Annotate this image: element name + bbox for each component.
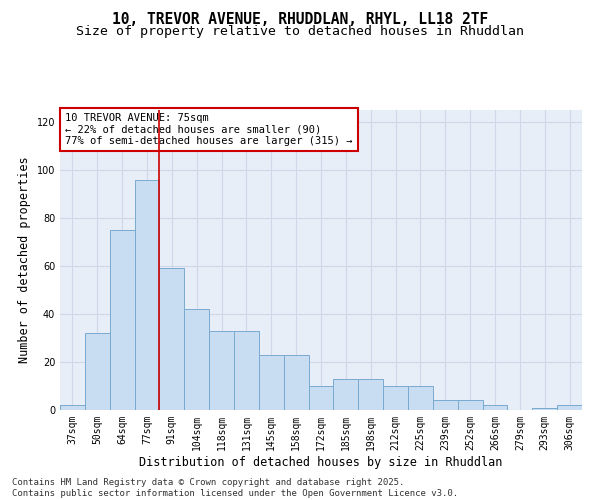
Text: Contains HM Land Registry data © Crown copyright and database right 2025.
Contai: Contains HM Land Registry data © Crown c… [12,478,458,498]
Bar [134,180,160,410]
Text: 10 TREVOR AVENUE: 75sqm
← 22% of detached houses are smaller (90)
77% of semi-de: 10 TREVOR AVENUE: 75sqm ← 22% of detache… [65,113,353,146]
Bar [458,400,482,410]
Y-axis label: Number of detached properties: Number of detached properties [18,156,31,364]
Bar [358,379,383,410]
Bar [284,355,308,410]
Bar [308,386,334,410]
Bar [532,408,557,410]
Bar [184,309,209,410]
Bar [334,379,358,410]
Bar [259,355,284,410]
Bar [60,405,85,410]
Bar [383,386,408,410]
Bar [234,331,259,410]
Bar [110,230,134,410]
Bar [209,331,234,410]
Bar [557,405,582,410]
Bar [408,386,433,410]
X-axis label: Distribution of detached houses by size in Rhuddlan: Distribution of detached houses by size … [139,456,503,468]
Bar [160,268,184,410]
Text: 10, TREVOR AVENUE, RHUDDLAN, RHYL, LL18 2TF: 10, TREVOR AVENUE, RHUDDLAN, RHYL, LL18 … [112,12,488,28]
Bar [482,405,508,410]
Bar [85,333,110,410]
Text: Size of property relative to detached houses in Rhuddlan: Size of property relative to detached ho… [76,25,524,38]
Bar [433,400,458,410]
